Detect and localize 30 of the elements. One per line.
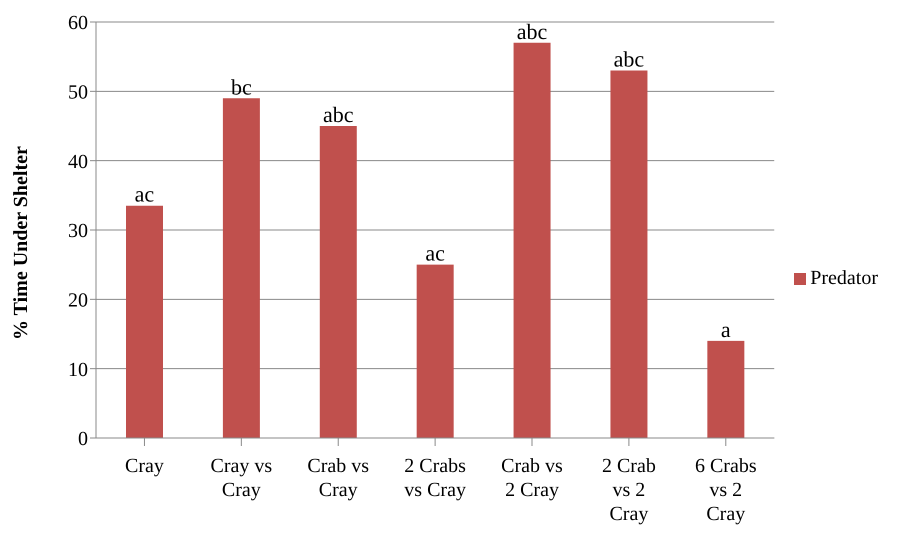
x-tick-label: Cray vs Cray — [210, 455, 272, 501]
annotation: ac — [425, 240, 446, 266]
x-tick-label: 6 Crabs vs 2 Cray — [694, 455, 757, 525]
bar — [610, 70, 648, 438]
y-tick-label: 50 — [68, 81, 88, 104]
x-tick-label: Cray — [125, 455, 164, 477]
bar — [707, 340, 744, 438]
bar — [320, 126, 357, 438]
x-tick-label: 2 Crabs vs Cray — [404, 455, 466, 501]
bar — [126, 206, 163, 438]
y-tick-label: 30 — [68, 220, 88, 242]
annotation: abc — [322, 102, 354, 127]
y-tick-label: 0 — [78, 428, 88, 450]
annotation: ac — [134, 182, 154, 207]
y-axis-title: % Time Under Shelter — [10, 146, 32, 340]
bar — [416, 264, 454, 438]
y-tick-label: 20 — [68, 289, 88, 312]
x-tick-label: 2 Crab vs 2 Cray — [602, 455, 656, 525]
x-tick-label: Crab vs 2 Cray — [501, 455, 564, 501]
y-tick-label: 60 — [68, 12, 88, 34]
annotation: bc — [230, 74, 252, 100]
bar — [222, 98, 260, 438]
y-tick-label: 40 — [68, 150, 88, 173]
annotation: a — [720, 316, 731, 342]
y-tick-label: 10 — [68, 358, 88, 381]
x-tick-label: Crab vs Cray — [307, 455, 370, 501]
annotation: abc — [516, 18, 548, 44]
legend-label: Predator — [810, 266, 878, 288]
annotation: abc — [614, 46, 644, 72]
bar — [514, 42, 551, 438]
